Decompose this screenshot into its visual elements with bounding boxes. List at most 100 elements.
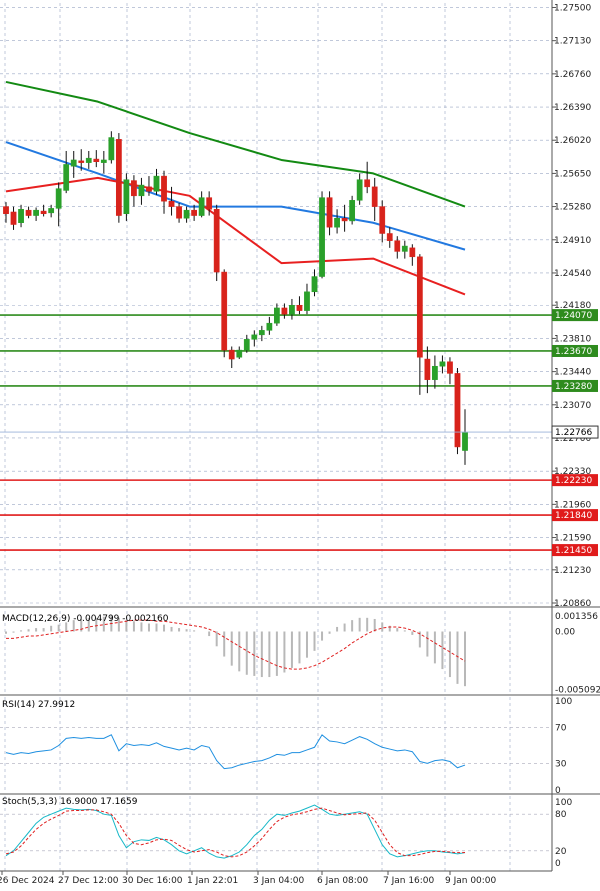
time-axis: 26 Dec 2024 27 Dec 12:00 30 Dec 16:00 1 Jan… (0, 871, 497, 886)
candle-bearish (281, 307, 288, 315)
rsi-line (5, 734, 466, 770)
candle-bullish (439, 361, 446, 367)
moving-average-line (5, 141, 466, 251)
candle-bearish (341, 217, 348, 222)
candle-bullish (85, 157, 92, 163)
candle-bearish (161, 175, 167, 202)
candle-bearish (296, 304, 303, 311)
level-price-tag (552, 379, 598, 392)
time-tick-label: 9 Jan 00:00 (445, 876, 497, 886)
candle-bearish (416, 256, 423, 358)
candle-bearish (115, 139, 122, 216)
macd-signal-line (6, 619, 466, 670)
candle-bearish (454, 373, 461, 448)
price-tick-label: 1.22700 (554, 434, 591, 444)
time-tick-label: 30 Dec 16:00 (122, 876, 183, 886)
current-price-tag-label: 1.22766 (555, 428, 592, 438)
candle-bullish (183, 209, 190, 219)
candle-bullish (289, 304, 295, 315)
price-tick-label: 1.26760 (554, 70, 591, 80)
candle-bearish (131, 180, 137, 197)
candle-bullish (63, 164, 70, 191)
rsi-tick-label: 0 (555, 786, 561, 796)
time-tick-label: 6 Jan 08:00 (317, 876, 369, 886)
candle-bearish (3, 206, 9, 215)
price-tick-label: 1.25280 (554, 203, 591, 213)
candle-bullish (70, 159, 77, 167)
level-price-tag-label: 1.23670 (555, 347, 592, 357)
candle-bearish (25, 209, 32, 216)
candle-bearish (146, 186, 152, 192)
price-tick-label: 1.27500 (554, 3, 591, 13)
candle-bullish (138, 184, 145, 197)
candle-bullish (462, 432, 468, 451)
candle-bearish (191, 209, 197, 216)
stoch-k-line (5, 804, 466, 859)
time-tick-label: 7 Jan 16:00 (383, 876, 435, 886)
price-tick-label: 1.24910 (554, 236, 591, 246)
time-tick-label: 27 Dec 12:00 (58, 876, 119, 886)
stoch-label: Stoch(5,3,3) 16.9000 17.1659 (2, 797, 138, 807)
candle-bullish (349, 200, 356, 222)
level-price-tag (552, 474, 598, 487)
moving-average-line (5, 80, 466, 208)
candle-bullish (100, 159, 107, 163)
price-tick-label: 1.21960 (554, 500, 591, 510)
level-price-tag (552, 344, 598, 357)
level-price-tag (552, 309, 598, 322)
candle-bullish (108, 137, 115, 161)
rsi-tick-label: 70 (555, 724, 567, 734)
stoch-d-line (5, 807, 466, 858)
candle-bullish (311, 276, 318, 293)
candle-bullish (48, 208, 55, 214)
candle-bearish (176, 206, 182, 219)
level-price-tag-label: 1.24070 (555, 311, 592, 321)
candle-bearish (409, 247, 416, 258)
stoch-tick-label: 80 (555, 810, 567, 820)
price-tick-label: 1.21230 (554, 566, 591, 576)
candle-bearish (206, 197, 213, 210)
price-tick-label: 1.24180 (554, 301, 591, 311)
rsi-panel: 100 70 30 0 (0, 697, 572, 796)
candle-bearish (386, 233, 393, 241)
stoch-tick-label: 20 (555, 847, 567, 857)
macd-tick-label: 0.001356 (555, 612, 598, 622)
level-price-tag-label: 1.22230 (555, 476, 592, 486)
price-tick-label: 1.23810 (554, 334, 591, 344)
candle-bearish (78, 160, 85, 163)
rsi-label: RSI(14) 27.9912 (2, 700, 75, 710)
candle-bearish (213, 209, 220, 273)
rsi-tick-label: 100 (555, 697, 572, 707)
stoch-tick-label: 100 (555, 798, 572, 808)
price-tick-label: 1.20860 (554, 599, 591, 609)
price-tags: 1.24070 1.23670 1.23280 1.22230 1.21840 1.214… (551, 309, 599, 557)
candle-bullish (123, 179, 130, 215)
candle-bearish (93, 158, 100, 162)
price-tick-label: 1.26390 (554, 103, 591, 113)
candle-bearish (228, 349, 235, 360)
support-resistance-lines (0, 314, 552, 551)
candle-bullish (432, 365, 438, 380)
candle-bullish (274, 307, 280, 324)
candle-bullish (153, 175, 160, 192)
price-tick-label: 1.23070 (554, 401, 591, 411)
candle-bearish (168, 200, 175, 207)
level-price-tag (552, 509, 598, 522)
rsi-tick-label: 30 (555, 759, 567, 769)
macd-tick-label: -0.005092 (555, 685, 600, 695)
price-tick-label: 1.24540 (554, 269, 591, 279)
candle-bullish (18, 209, 24, 223)
stoch-tick-label: 0 (555, 859, 561, 869)
price-axis: 1.27500 1.27130 1.26760 1.26390 1.26020 1.256… (552, 3, 591, 609)
price-tick-label: 1.26020 (554, 136, 591, 146)
price-tick-label: 1.23440 (554, 368, 591, 378)
candle-bullish (243, 339, 250, 351)
macd-panel: 0.001356 0.00 -0.005092 (5, 612, 600, 695)
level-price-tag-label: 1.21840 (555, 511, 592, 521)
chart-grid (0, 3, 552, 871)
candle-bullish (401, 245, 408, 252)
macd-label: MACD(12,26,9) -0.004799 -0.002160 (2, 614, 169, 624)
moving-averages (5, 80, 466, 296)
candle-bearish (364, 179, 371, 188)
